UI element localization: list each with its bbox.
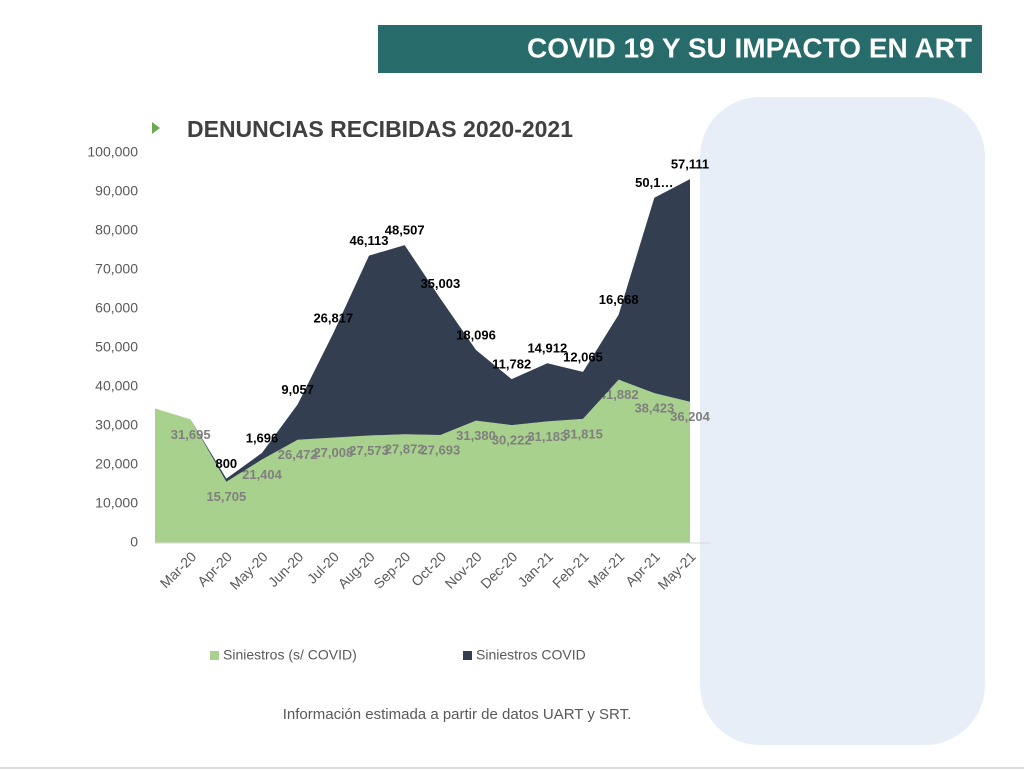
data-label: 12,065: [563, 349, 603, 364]
data-label: 31,695: [171, 427, 211, 442]
data-label: 800: [215, 456, 237, 471]
side-panel: [700, 97, 985, 745]
data-label: 18,096: [456, 327, 496, 342]
header-bar: [378, 25, 982, 73]
data-label: 31,183: [527, 429, 567, 444]
header-title: COVID 19 Y SU IMPACTO EN ART: [527, 32, 972, 63]
data-label: 26,817: [313, 311, 353, 326]
data-label: 27,008: [313, 445, 353, 460]
data-label: 48,507: [385, 223, 425, 238]
y-tick-label: 90,000: [95, 183, 138, 199]
data-label: 27,573: [349, 443, 389, 458]
data-label: 16,668: [599, 292, 639, 307]
chart-title: DENUNCIAS RECIBIDAS 2020-2021: [187, 116, 573, 142]
bullet: [152, 122, 160, 134]
data-label: 11,782: [492, 357, 531, 372]
data-label: 38,423: [634, 401, 674, 416]
data-label: 26,472: [278, 447, 318, 462]
y-tick-label: 10,000: [95, 495, 138, 511]
data-label: 46,113: [349, 233, 388, 248]
data-label: 9,057: [281, 382, 314, 397]
y-tick-label: 100,000: [87, 144, 138, 160]
y-tick-label: 40,000: [95, 378, 138, 394]
data-label: 27,693: [420, 442, 460, 457]
legend-swatch: [210, 651, 219, 660]
data-label: 27,872: [385, 442, 425, 457]
area: [155, 379, 690, 543]
data-label: 21,404: [242, 467, 283, 482]
data-label: 30,222: [492, 433, 532, 448]
legend-label: Siniestros COVID: [476, 647, 586, 663]
data-label: 1,696: [246, 430, 279, 445]
data-label: 36,204: [670, 409, 711, 424]
y-tick-label: 20,000: [95, 456, 138, 472]
y-tick-label: 50,000: [95, 339, 138, 355]
y-tick-label: 0: [130, 534, 138, 550]
y-tick-label: 60,000: [95, 300, 138, 316]
data-label: 31,380: [456, 428, 496, 443]
y-tick-label: 70,000: [95, 261, 138, 277]
data-label: 15,705: [206, 489, 246, 504]
y-tick-label: 30,000: [95, 417, 138, 433]
legend-label: Siniestros (s/ COVID): [223, 647, 357, 663]
data-label: 41,882: [599, 387, 639, 402]
footnote: Información estimada a partir de datos U…: [283, 706, 632, 723]
data-label: 31,815: [563, 426, 603, 441]
data-label: 50,1…: [635, 175, 673, 190]
y-tick-label: 80,000: [95, 222, 138, 238]
data-label: 14,912: [527, 341, 567, 356]
legend-swatch: [463, 651, 472, 660]
area: [155, 179, 690, 482]
data-label: 35,003: [420, 276, 460, 291]
data-label: 57,111: [671, 157, 709, 172]
